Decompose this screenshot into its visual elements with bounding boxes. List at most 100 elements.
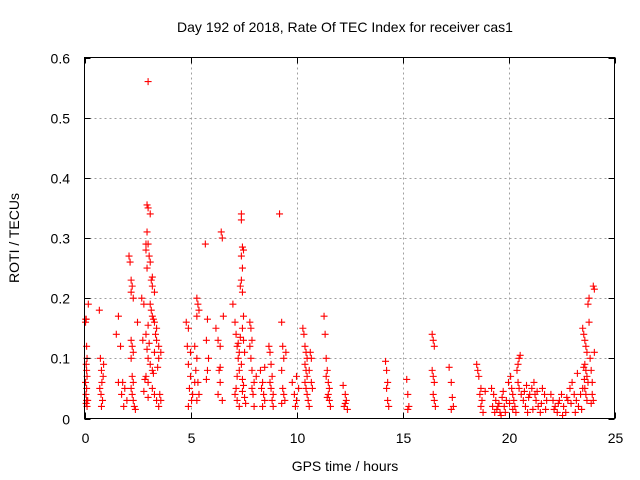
data-point: [278, 366, 286, 374]
data-point: [127, 336, 135, 344]
data-point: [300, 330, 308, 338]
data-point: [266, 348, 274, 356]
data-point: [215, 366, 223, 374]
data-point: [241, 393, 249, 401]
data-point: [585, 318, 593, 326]
data-point: [584, 300, 592, 308]
data-point: [148, 282, 156, 290]
data-point: [581, 384, 589, 392]
data-point: [134, 318, 141, 326]
data-point: [125, 252, 133, 260]
data-point: [500, 402, 508, 410]
data-point: [299, 324, 307, 332]
data-point: [237, 360, 245, 368]
data-point: [341, 390, 349, 398]
data-point: [293, 396, 300, 404]
data-point: [259, 378, 267, 386]
data-point: [519, 396, 527, 404]
data-point: [97, 366, 105, 374]
data-point: [252, 372, 260, 380]
data-point: [524, 408, 532, 416]
data-point: [267, 360, 275, 368]
data-point: [185, 384, 193, 392]
data-point: [184, 324, 192, 332]
data-point: [144, 354, 152, 362]
data-point: [514, 378, 522, 386]
data-point: [574, 402, 582, 410]
x-tick-label: 15: [396, 430, 412, 446]
data-point: [562, 408, 570, 416]
data-point: [193, 396, 201, 404]
data-point: [341, 399, 349, 407]
data-point: [201, 240, 209, 248]
data-point: [95, 306, 103, 314]
data-point: [268, 396, 276, 404]
data-point: [155, 402, 163, 410]
data-point: [155, 354, 163, 362]
data-point: [428, 330, 436, 338]
data-point: [529, 405, 537, 413]
data-point: [238, 375, 246, 383]
data-point: [325, 384, 333, 392]
data-point: [146, 300, 154, 308]
data-point: [542, 405, 550, 413]
data-point: [304, 396, 312, 404]
data-point: [429, 336, 437, 344]
data-point: [478, 396, 486, 404]
data-point: [507, 372, 515, 380]
data-point: [488, 384, 496, 392]
data-point: [550, 405, 558, 413]
data-point: [340, 402, 348, 410]
data-point: [479, 408, 487, 416]
data-point: [250, 402, 258, 410]
data-point: [403, 375, 411, 383]
data-point: [100, 360, 108, 368]
data-point: [509, 390, 517, 398]
data-point: [261, 396, 269, 404]
data-point: [305, 402, 313, 410]
data-point: [305, 366, 313, 374]
data-point: [194, 378, 202, 386]
data-point: [501, 408, 509, 416]
data-point: [586, 354, 594, 362]
data-point: [98, 378, 106, 386]
data-point: [497, 411, 505, 419]
data-point: [573, 369, 581, 377]
data-point: [129, 396, 137, 404]
data-point: [585, 294, 593, 302]
data-point: [303, 372, 311, 380]
data-point: [238, 387, 246, 395]
data-point: [551, 402, 559, 410]
chart-title: Day 192 of 2018, Rate Of TEC Index for r…: [177, 19, 513, 35]
data-point: [150, 318, 158, 326]
data-point: [447, 378, 455, 386]
data-point: [258, 384, 266, 392]
data-point: [508, 384, 516, 392]
data-point: [502, 396, 510, 404]
data-point: [97, 390, 105, 398]
data-point: [120, 402, 128, 410]
data-point: [236, 333, 244, 341]
data-point: [530, 378, 538, 386]
data-point: [282, 348, 290, 356]
data-point: [123, 396, 131, 404]
data-point: [195, 390, 203, 398]
data-point: [236, 282, 244, 290]
data-point: [295, 384, 303, 392]
data-point: [238, 243, 246, 251]
data-point: [276, 210, 284, 218]
data-point: [588, 378, 596, 386]
data-point: [234, 339, 242, 347]
y-tick-label: 0.6: [51, 51, 71, 67]
data-point: [157, 396, 165, 404]
data-point: [429, 372, 437, 380]
data-point: [583, 348, 591, 356]
data-point: [144, 378, 152, 386]
data-point: [291, 402, 299, 410]
data-point: [290, 390, 298, 398]
data-point: [301, 360, 309, 368]
data-point: [339, 381, 347, 389]
data-point: [117, 342, 125, 350]
data-point: [279, 384, 287, 392]
data-point: [430, 342, 438, 350]
